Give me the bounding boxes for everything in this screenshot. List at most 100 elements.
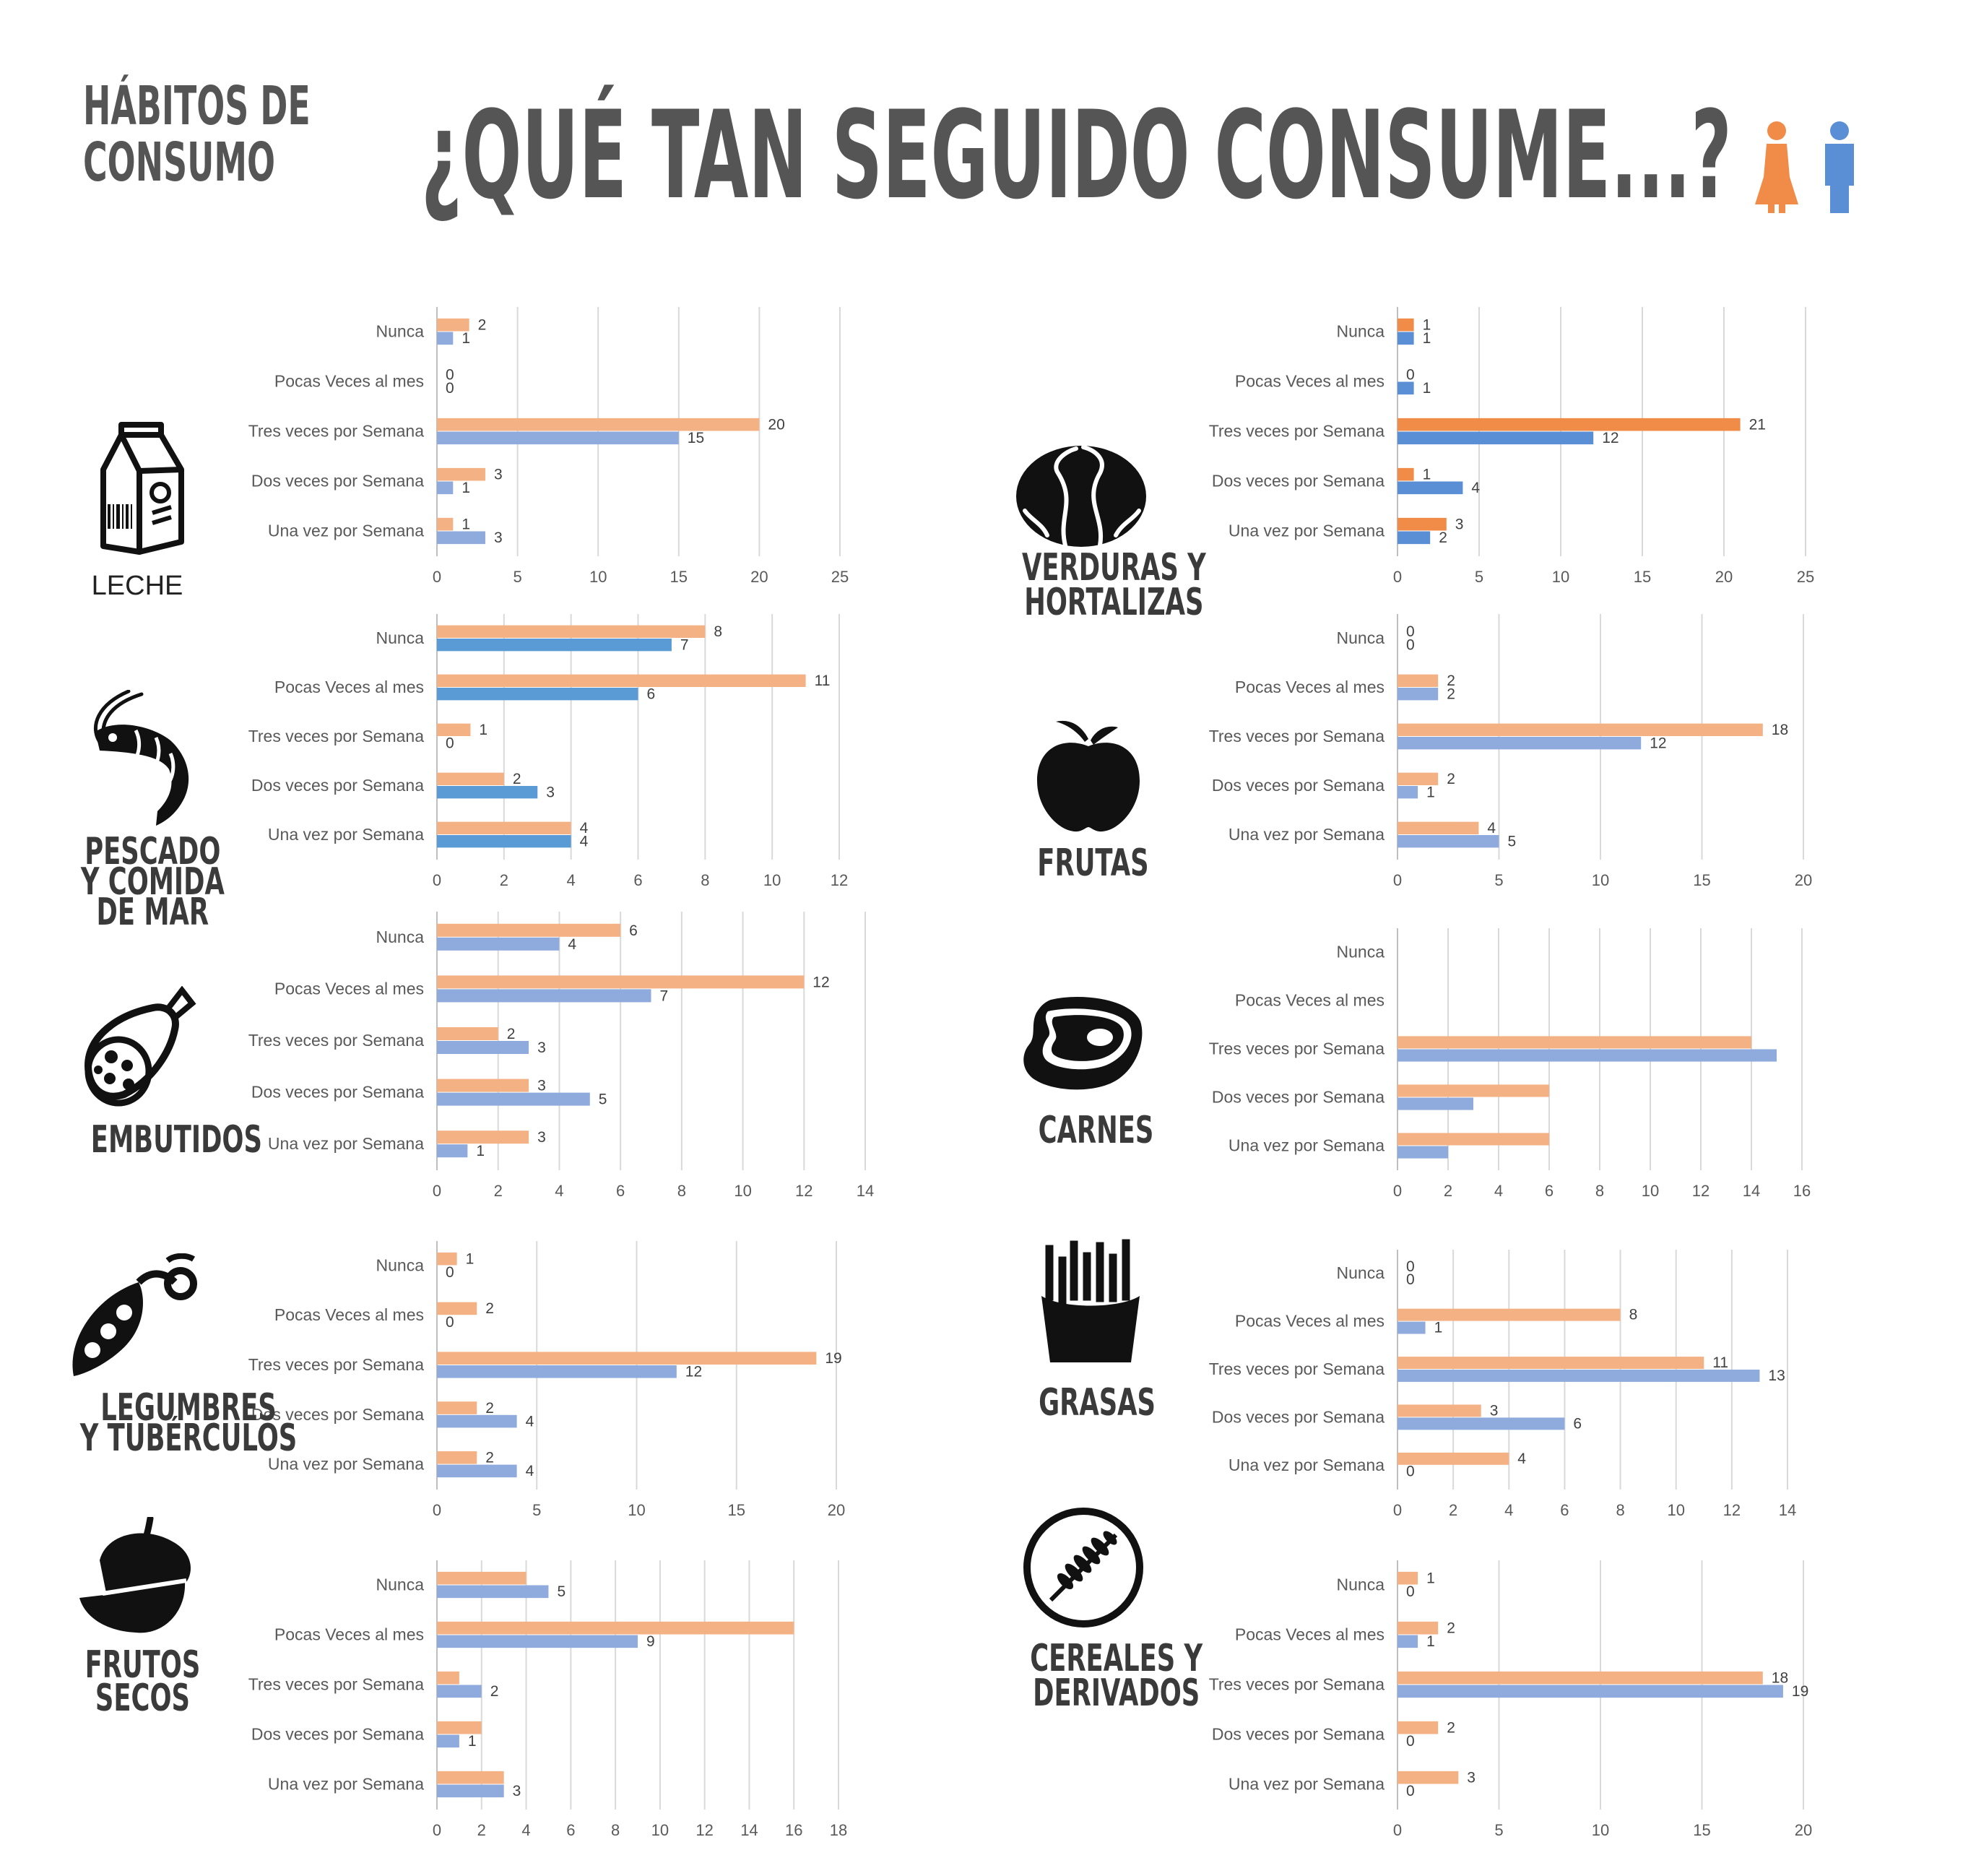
category-label: Pocas Veces al mes — [274, 372, 424, 391]
tick-label: 20 — [1795, 871, 1812, 889]
category-label: Una vez por Semana — [268, 522, 424, 540]
tick-label: 2 — [494, 1182, 503, 1200]
data-label: 3 — [546, 784, 555, 800]
tick-label: 0 — [433, 1501, 441, 1519]
bar — [437, 786, 538, 799]
bar — [437, 1365, 677, 1378]
bar — [437, 1571, 526, 1585]
kicker-line-1: HÁBITOS DE — [83, 75, 311, 137]
tick-label: 10 — [628, 1501, 645, 1519]
data-label: 13 — [1768, 1367, 1785, 1384]
tick-label: 14 — [1743, 1182, 1760, 1200]
label-leche: LECHE — [91, 571, 183, 601]
bar — [1398, 737, 1642, 750]
bar — [437, 989, 651, 1003]
category-label: Dos veces por Semana — [251, 1083, 424, 1102]
data-label: 4 — [526, 1463, 534, 1479]
data-label: 9 — [646, 1633, 655, 1650]
bar — [1398, 821, 1479, 834]
category-label: Pocas Veces al mes — [274, 1305, 424, 1324]
tick-label: 12 — [795, 1182, 812, 1200]
data-label: 0 — [1406, 1271, 1415, 1288]
data-label: 0 — [446, 735, 454, 751]
bar — [1398, 517, 1447, 531]
bar — [437, 1252, 457, 1266]
bar — [1398, 1146, 1448, 1159]
tick-label: 2 — [1449, 1501, 1457, 1519]
bar — [1398, 1308, 1621, 1321]
tick-label: 0 — [1393, 568, 1402, 586]
bar — [437, 1131, 529, 1144]
data-label: 5 — [599, 1092, 607, 1108]
bar — [437, 937, 560, 951]
tick-label: 14 — [857, 1182, 874, 1200]
chart-leche: 0 5 10 15 20 25 Nunca 2 1 Pocas Veces al mes 0 0 Tre… — [217, 303, 867, 586]
bar — [437, 1027, 498, 1040]
data-label: 1 — [1426, 1570, 1435, 1587]
data-label: 1 — [1434, 1320, 1443, 1336]
data-label: 0 — [1406, 1258, 1415, 1275]
chart-embutidos: 0 2 4 6 8 10 12 14 Nunca 6 4 Pocas Veces al mes 12 7 T… — [217, 910, 881, 1206]
bar — [1398, 688, 1439, 701]
tick-label: 4 — [1504, 1501, 1513, 1519]
tick-label: 15 — [1693, 1821, 1710, 1839]
data-label: 15 — [688, 430, 704, 446]
bar — [437, 1041, 529, 1054]
bar — [437, 1635, 638, 1648]
tick-label: 8 — [1616, 1501, 1624, 1519]
data-label: 12 — [812, 974, 829, 990]
data-label: 8 — [714, 623, 722, 640]
tick-label: 16 — [1793, 1182, 1811, 1200]
bar — [437, 688, 638, 701]
shrimp-icon — [93, 690, 189, 826]
category-label: Una vez por Semana — [1228, 1136, 1384, 1155]
bar — [437, 1771, 504, 1784]
category-label: Pocas Veces al mes — [1235, 372, 1384, 391]
data-label: 0 — [446, 1314, 454, 1331]
data-label: 1 — [1423, 330, 1431, 347]
tick-label: 8 — [677, 1182, 686, 1200]
woman-icon — [1755, 121, 1798, 213]
peas-icon — [72, 1253, 197, 1376]
tick-label: 10 — [1642, 1182, 1659, 1200]
bar — [437, 625, 706, 638]
bar — [1398, 1635, 1418, 1648]
bar — [437, 481, 454, 495]
tick-label: 6 — [1545, 1182, 1554, 1200]
tick-label: 4 — [521, 1821, 530, 1839]
bar — [437, 1352, 817, 1365]
label-grasas: GRASAS — [1039, 1381, 1156, 1425]
tick-label: 10 — [763, 871, 781, 889]
bar — [437, 923, 621, 937]
tick-label: 8 — [1595, 1182, 1604, 1200]
chart-verduras: 0 5 10 15 20 25 Nunca 1 1 Pocas Veces al mes 0 1 Tre… — [1177, 303, 1827, 586]
bar — [1398, 786, 1418, 799]
data-label: 12 — [685, 1364, 702, 1380]
data-label: 19 — [1792, 1683, 1808, 1700]
bar — [437, 1784, 504, 1798]
tick-label: 6 — [1560, 1501, 1569, 1519]
data-label: 2 — [1447, 1620, 1455, 1637]
bar — [1398, 1671, 1763, 1685]
tick-label: 10 — [1592, 871, 1609, 889]
tick-label: 6 — [633, 871, 642, 889]
data-label: 3 — [537, 1129, 546, 1146]
data-label: 3 — [513, 1783, 521, 1799]
category-label: Dos veces por Semana — [1212, 472, 1384, 490]
category-label: Tres veces por Semana — [248, 1355, 425, 1374]
bar — [437, 531, 485, 545]
data-label: 2 — [490, 1683, 499, 1700]
category-label: Nunca — [376, 322, 425, 341]
bar — [437, 517, 454, 531]
data-label: 0 — [1406, 1583, 1415, 1600]
bar — [1398, 1417, 1565, 1430]
label-cereales: CEREALES Y DERIVADOS — [1030, 1637, 1203, 1715]
category-label: Una vez por Semana — [1228, 825, 1384, 844]
tick-label: 10 — [1592, 1821, 1609, 1839]
data-label: 5 — [1508, 833, 1517, 850]
bar — [437, 1302, 477, 1315]
bar — [1398, 1404, 1481, 1417]
category-label: Nunca — [376, 1575, 425, 1594]
tick-label: 14 — [1779, 1501, 1796, 1519]
